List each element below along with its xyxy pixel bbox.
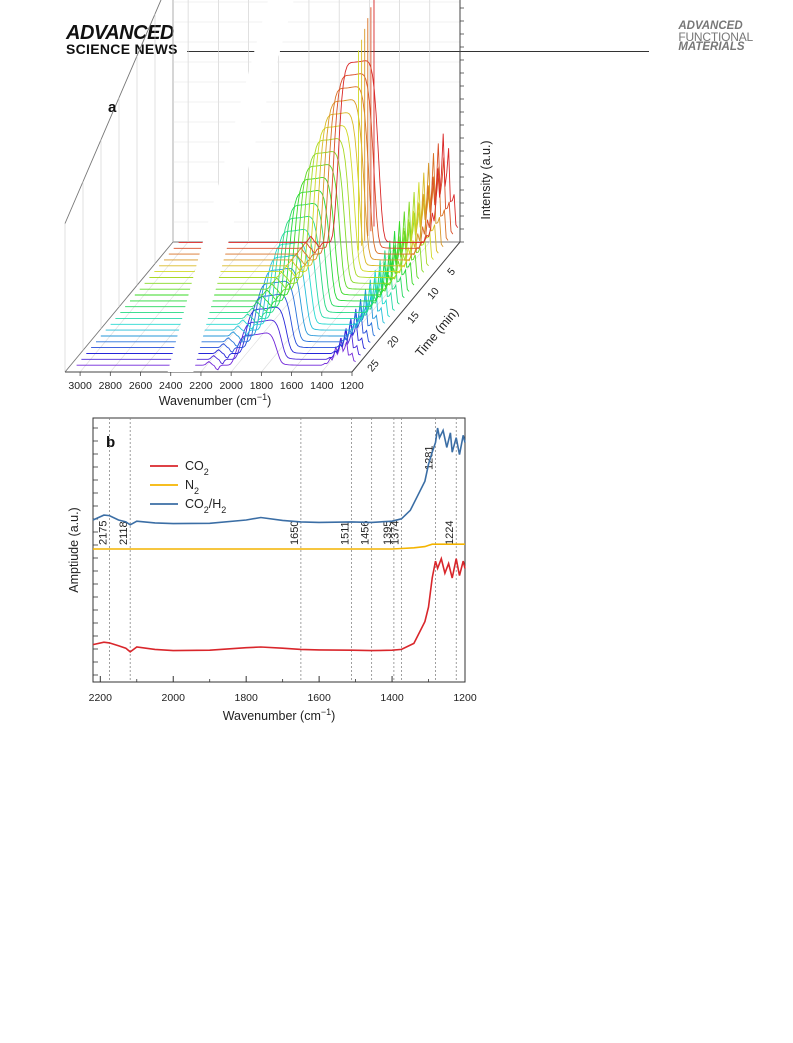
peak-label: 1224 — [444, 521, 456, 545]
x-axis-label-b: Wavenumber (cm−1) — [223, 707, 336, 723]
time-tick-label: 20 — [385, 333, 402, 350]
x-tick-label-b: 2200 — [89, 692, 113, 704]
series-line-2 — [92, 427, 466, 526]
journal-brand-left: ADVANCED SCIENCE NEWS — [66, 22, 178, 57]
spectrum-curve — [91, 293, 371, 353]
y-axis-label-a: Intensity (a.u.) — [479, 140, 493, 219]
x-tick-label-a: 2800 — [99, 380, 123, 392]
peak-label: 1650 — [289, 521, 301, 545]
journal-brand-right: ADVANCED FUNCTIONAL MATERIALS — [678, 21, 753, 53]
spectrum-curve — [130, 190, 410, 307]
spectrum-curve — [120, 216, 400, 318]
spectrum-curve — [139, 164, 420, 295]
x-tick-label-b: 1800 — [234, 692, 258, 704]
peak-label: 2175 — [97, 521, 109, 545]
spectrum-curve — [81, 319, 361, 365]
spectrum-curve — [96, 280, 376, 348]
peak-label: 1511 — [340, 521, 352, 545]
plot-frame-b — [92, 417, 466, 683]
x-tick-label-a: 1200 — [340, 380, 364, 392]
x-tick-label-b: 1400 — [380, 692, 404, 704]
panel-letter-b: b — [106, 434, 115, 451]
spectrum-curve — [125, 203, 405, 312]
science-news-label: SCIENCE NEWS — [66, 41, 178, 57]
peak-label: 2118 — [118, 521, 130, 545]
time-tick-label: 5 — [445, 266, 458, 278]
x-tick-label-b: 1600 — [307, 692, 331, 704]
x-tick-label-b: 2000 — [162, 692, 186, 704]
x-tick-label-a: 2000 — [219, 380, 243, 392]
saturated-region — [167, 0, 294, 372]
x-axis-label-a: Wavenumber (cm−1) — [159, 392, 272, 408]
time-tick-label: 25 — [365, 358, 382, 375]
legend-label: CO2/H2 — [185, 497, 226, 515]
peak-label: 1395 — [382, 521, 394, 545]
spectrum-curve — [110, 241, 390, 330]
floor-grid-line — [230, 241, 340, 373]
spectrum-curve — [76, 332, 356, 371]
spectrum-curve — [86, 306, 366, 359]
panel-letter-a: a — [108, 99, 117, 116]
floor-grid-line — [321, 241, 431, 373]
x-tick-label-a: 1800 — [250, 380, 274, 392]
x-tick-label-a: 2400 — [159, 380, 183, 392]
afm-logo-line2: FUNCTIONAL — [678, 29, 753, 44]
series-line-1 — [93, 543, 465, 550]
spectrum-curve — [144, 151, 425, 289]
time-tick-label: 15 — [405, 309, 422, 326]
time-tick-label: 10 — [425, 285, 442, 302]
spectrum-curve — [159, 112, 439, 272]
time-axis-label: Time (min) — [413, 305, 462, 359]
spectrum-curve — [115, 228, 395, 324]
series-line-0 — [92, 556, 466, 653]
y-axis-label-b: Amptiude (a.u.) — [67, 507, 81, 592]
spectrum-curve — [134, 177, 415, 301]
peak-label: 1374 — [390, 521, 402, 545]
spectrum-curve — [100, 267, 381, 342]
floor-grid-line — [261, 241, 370, 373]
x-tick-label-a: 3000 — [68, 380, 92, 392]
x-tick-label-a: 2200 — [189, 380, 213, 392]
x-tick-label-a: 1600 — [280, 380, 304, 392]
afm-logo-line1: ADVANCED — [678, 20, 743, 32]
spectrum-curve — [105, 254, 386, 336]
x-tick-label-b: 1200 — [453, 692, 477, 704]
afm-logo-line3: MATERIALS — [678, 41, 745, 53]
legend-label: CO2 — [185, 459, 209, 477]
x-tick-label-a: 2600 — [129, 380, 153, 392]
panel-a-3d-spectra: 3000 2800 2600 2400 2200 2000 1800 1600 1400 1200… — [64, 0, 493, 408]
header-rule — [187, 51, 649, 52]
x-tick-label-a: 1400 — [310, 380, 334, 392]
depth-axis-a — [351, 241, 461, 373]
legend-label: N2 — [185, 478, 199, 496]
peak-label: 1456 — [360, 521, 372, 545]
panel-b-spectra: 2200 2000 1800 1600 1400 1200 2175 2118 1650 1511… — [67, 417, 477, 723]
advanced-logo: ADVANCED — [66, 22, 174, 44]
spectrum-curve — [154, 125, 434, 277]
